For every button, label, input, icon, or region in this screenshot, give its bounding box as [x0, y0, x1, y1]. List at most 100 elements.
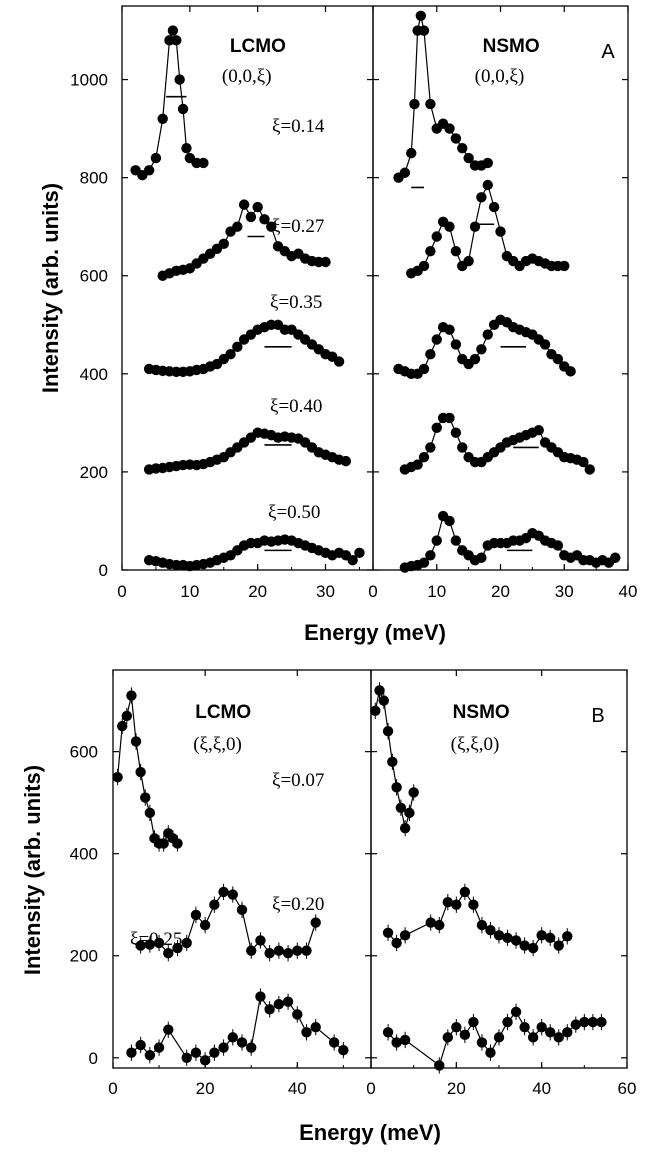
- data-point: [450, 427, 462, 438]
- data-point: [382, 927, 394, 938]
- data-point: [457, 143, 468, 154]
- series-label: ξ=0.14: [272, 116, 325, 137]
- data-point: [232, 341, 243, 353]
- data-point: [562, 931, 573, 942]
- data-point: [328, 1037, 340, 1048]
- data-point: [255, 991, 266, 1002]
- x-tick-label: 30: [316, 582, 335, 601]
- data-point: [469, 353, 481, 365]
- data-point: [527, 942, 539, 954]
- data-point: [444, 324, 455, 335]
- data-point: [434, 1060, 445, 1071]
- data-point: [482, 157, 493, 169]
- data-point: [425, 349, 436, 360]
- data-point: [431, 535, 442, 546]
- data-point: [425, 550, 436, 561]
- data-point: [282, 996, 294, 1007]
- x-tick-label: 20: [196, 1079, 215, 1098]
- data-point: [485, 1047, 496, 1058]
- x-tick-label: 0: [366, 1079, 375, 1098]
- data-point: [469, 221, 481, 232]
- data-point: [130, 736, 142, 747]
- data-point: [238, 199, 250, 210]
- data-point: [510, 1006, 522, 1018]
- data-point: [553, 1032, 564, 1043]
- data-point: [444, 412, 455, 424]
- data-point: [476, 552, 487, 563]
- data-point: [450, 246, 462, 257]
- direction-label: (0,0,ξ): [475, 66, 525, 87]
- data-point: [450, 535, 462, 546]
- y-tick-label: 400: [80, 365, 108, 384]
- y-tick-label: 200: [70, 947, 98, 966]
- data-point: [502, 932, 513, 944]
- data-point: [536, 930, 547, 941]
- data-point: [552, 353, 564, 365]
- y-tick-label: 600: [70, 743, 98, 762]
- data-point: [425, 246, 436, 257]
- data-point: [121, 710, 133, 722]
- data-point: [167, 25, 179, 36]
- x-tick-label: 0: [108, 1079, 117, 1098]
- data-point: [476, 1037, 488, 1048]
- data-point: [562, 1027, 573, 1038]
- series-label: ξ=0.35: [270, 292, 322, 313]
- data-point: [126, 690, 137, 701]
- data-point: [463, 152, 474, 164]
- data-point: [502, 1016, 513, 1028]
- x-axis-title: Energy (meV): [304, 620, 446, 645]
- x-tick-label: 60: [618, 1079, 637, 1098]
- series-label: ξ=0.40: [270, 396, 322, 417]
- series-label: ξ=0.07: [272, 770, 324, 791]
- direction-label: (ξ,ξ,0): [193, 734, 242, 755]
- data-point: [163, 947, 174, 959]
- data-point: [539, 339, 551, 350]
- data-point: [209, 1047, 220, 1058]
- data-point: [218, 1042, 229, 1053]
- data-point: [338, 1044, 349, 1056]
- data-point: [488, 201, 500, 213]
- data-point: [340, 455, 352, 467]
- data-point: [587, 1016, 599, 1028]
- data-point: [409, 98, 420, 110]
- data-point: [320, 256, 331, 268]
- data-point: [143, 165, 155, 176]
- data-point: [476, 344, 487, 355]
- data-point: [382, 1027, 394, 1038]
- data-point: [391, 1037, 402, 1048]
- data-point: [218, 238, 229, 250]
- y-tick-label: 800: [80, 169, 108, 188]
- data-point: [459, 1029, 471, 1041]
- data-point: [451, 1021, 462, 1033]
- data-point: [172, 838, 183, 849]
- data-point: [442, 1032, 453, 1043]
- data-point: [135, 1039, 146, 1051]
- data-point: [451, 899, 462, 910]
- data-point: [266, 221, 277, 232]
- data-point: [578, 456, 589, 468]
- material-label: LCMO: [230, 36, 286, 57]
- data-point: [468, 1016, 479, 1028]
- data-point: [153, 937, 165, 949]
- material-label: NSMO: [483, 36, 540, 57]
- data-point: [565, 366, 576, 377]
- data-point: [144, 939, 156, 950]
- direction-label: (ξ,ξ,0): [451, 734, 500, 755]
- data-point: [493, 1032, 505, 1043]
- data-point: [236, 1037, 248, 1048]
- data-point: [425, 98, 436, 110]
- data-point: [199, 919, 211, 931]
- data-point: [347, 554, 358, 566]
- data-point: [378, 695, 389, 706]
- data-point: [370, 705, 381, 717]
- data-point: [310, 1021, 321, 1033]
- data-point: [444, 515, 455, 527]
- series-label: ξ=0.27: [272, 216, 324, 237]
- data-point: [158, 838, 169, 849]
- data-point: [190, 909, 202, 921]
- x-tick-label: 40: [532, 1079, 551, 1098]
- data-point: [395, 802, 407, 813]
- data-point: [227, 1032, 238, 1043]
- y-tick-label: 0: [99, 561, 108, 580]
